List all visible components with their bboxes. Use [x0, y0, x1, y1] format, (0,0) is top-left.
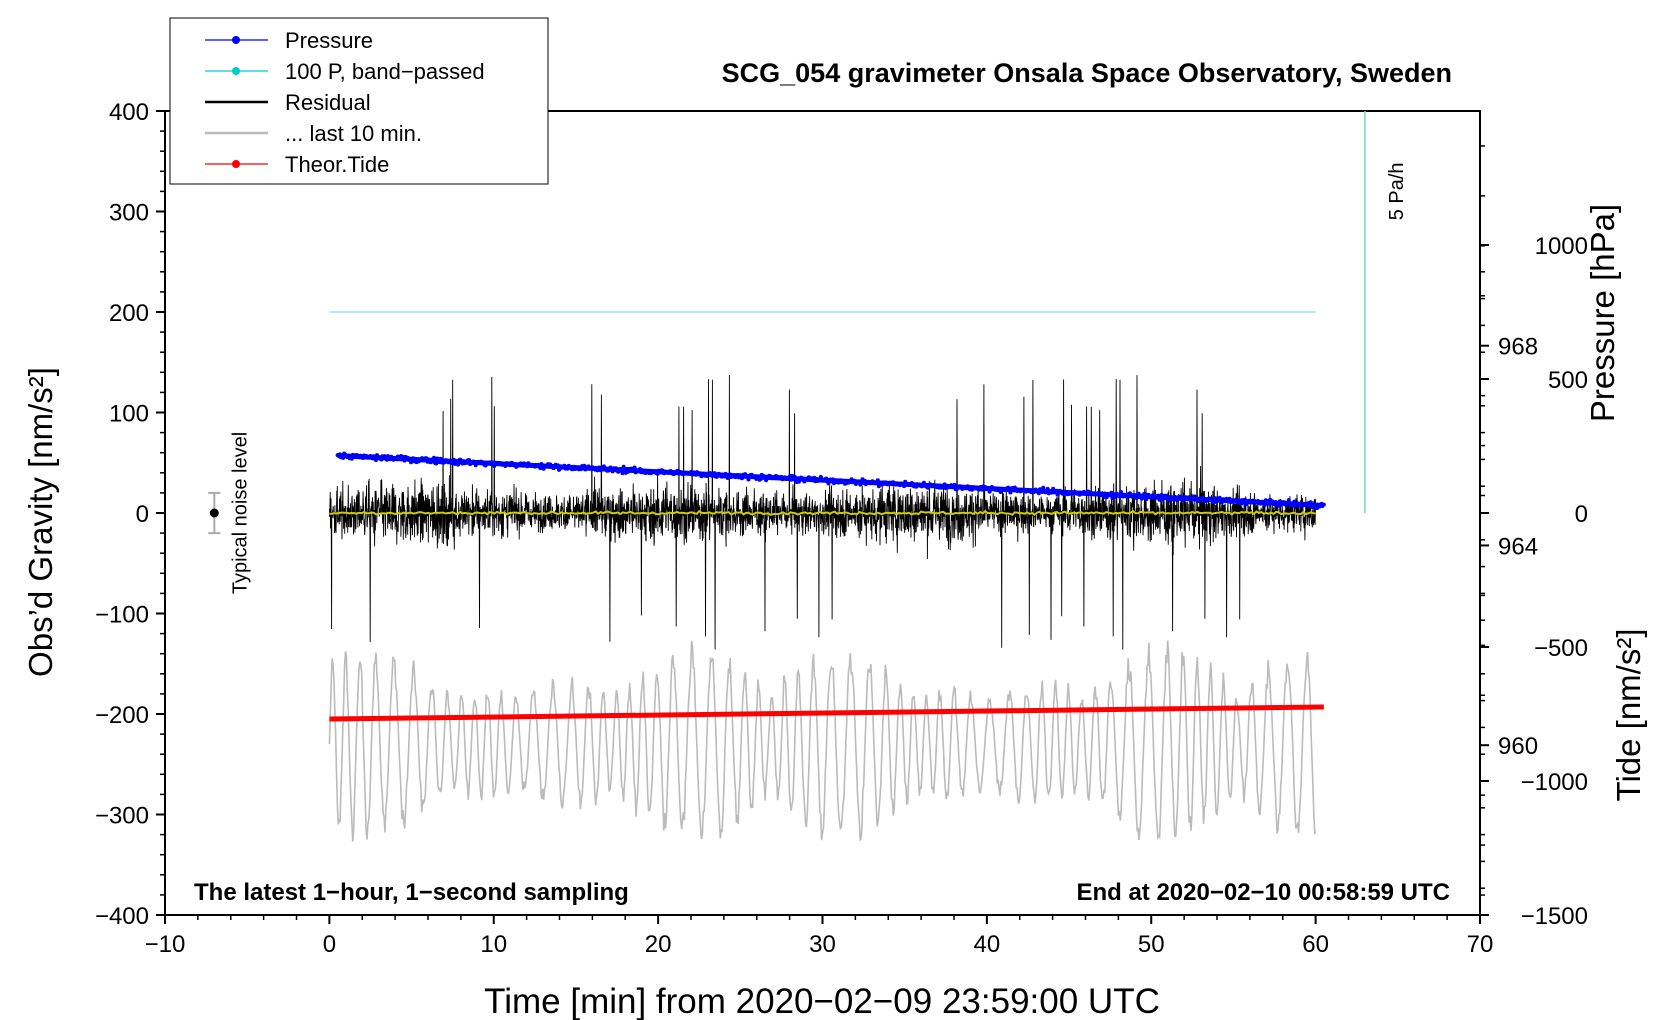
annotation-bottom-left: The latest 1−hour, 1−second sampling: [194, 879, 629, 906]
legend-item: Theor.Tide: [205, 152, 389, 177]
series-last-10-min-line: [328, 640, 1317, 842]
legend-label: Pressure: [285, 28, 373, 53]
legend-label: Residual: [285, 90, 371, 115]
pressure-tick-label: 964: [1498, 533, 1538, 560]
x-tick-label: 40: [974, 931, 1001, 958]
x-tick-label: 50: [1138, 931, 1165, 958]
tide-tick-label: 1000: [1535, 233, 1588, 260]
tide-tick-label: −500: [1534, 635, 1588, 662]
tide-tick-label: −1000: [1521, 769, 1588, 796]
x-tick-label: 30: [809, 931, 836, 958]
x-tick-label: 0: [323, 931, 336, 958]
scale-bar-label: 5 Pa/h: [1386, 162, 1408, 220]
series-pressure: [335, 451, 1326, 510]
annotation-bottom-right: End at 2020−02−10 00:58:59 UTC: [1076, 879, 1450, 906]
legend-item: Pressure: [205, 28, 373, 53]
y-tick-label: 200: [109, 300, 149, 327]
series-residual-mean-line: [329, 509, 1316, 516]
noise-bar-center: [209, 508, 219, 518]
noise-bar-label: Typical noise level: [229, 432, 251, 594]
series-residual-line: [328, 375, 1317, 650]
tide-tick-label: 500: [1548, 367, 1588, 394]
y-axis-title-left: Obs’d Gravity [nm/s²]: [22, 367, 59, 677]
legend-item: 100 P, band−passed: [205, 59, 485, 84]
y-tick-label: −300: [95, 803, 149, 830]
y-tick-label: 0: [136, 501, 149, 528]
legend-swatch-marker: [232, 67, 240, 75]
legend-swatch-marker: [232, 36, 240, 44]
x-tick-label: −10: [145, 931, 186, 958]
x-axis-title: Time [min] from 2020−02−09 23:59:00 UTC: [484, 982, 1160, 1020]
y-tick-label: −100: [95, 602, 149, 629]
tide-tick-label: −1500: [1521, 903, 1588, 930]
legend-item: Residual: [205, 90, 371, 115]
legend-label: Theor.Tide: [285, 152, 389, 177]
y-axis-title-pressure: Pressure [hPa]: [1584, 204, 1621, 422]
series-theor-tide-line: [329, 704, 1324, 722]
legend: Pressure 100 P, band−passed Residual ... la…: [169, 17, 549, 185]
pressure-point: [1286, 498, 1291, 503]
x-tick-label: 10: [480, 931, 507, 958]
y-axis-title-tide: Tide [nm/s²]: [1610, 629, 1647, 802]
series-layer: [328, 311, 1326, 842]
pressure-point: [1041, 485, 1046, 490]
x-tick-label: 60: [1302, 931, 1329, 958]
y-tick-label: −200: [95, 702, 149, 729]
pressure-tick-label: 960: [1498, 733, 1538, 760]
x-tick-label: 20: [645, 931, 672, 958]
legend-label: 100 P, band−passed: [285, 59, 485, 84]
y-tick-label: 400: [109, 99, 149, 126]
legend-label: ... last 10 min.: [285, 121, 422, 146]
pressure-trend-line: [337, 453, 1324, 509]
x-tick-label: 70: [1467, 931, 1494, 958]
pressure-tick-label: 968: [1498, 334, 1538, 361]
chart-title: SCG_054 gravimeter Onsala Space Observat…: [722, 58, 1452, 88]
tide-tick-label: 0: [1575, 501, 1588, 528]
legend-item: ... last 10 min.: [205, 121, 422, 146]
y-tick-label: 300: [109, 200, 149, 227]
legend-swatch-marker: [232, 160, 240, 168]
y-tick-label: 100: [109, 401, 149, 428]
y-tick-label: −400: [95, 903, 149, 930]
